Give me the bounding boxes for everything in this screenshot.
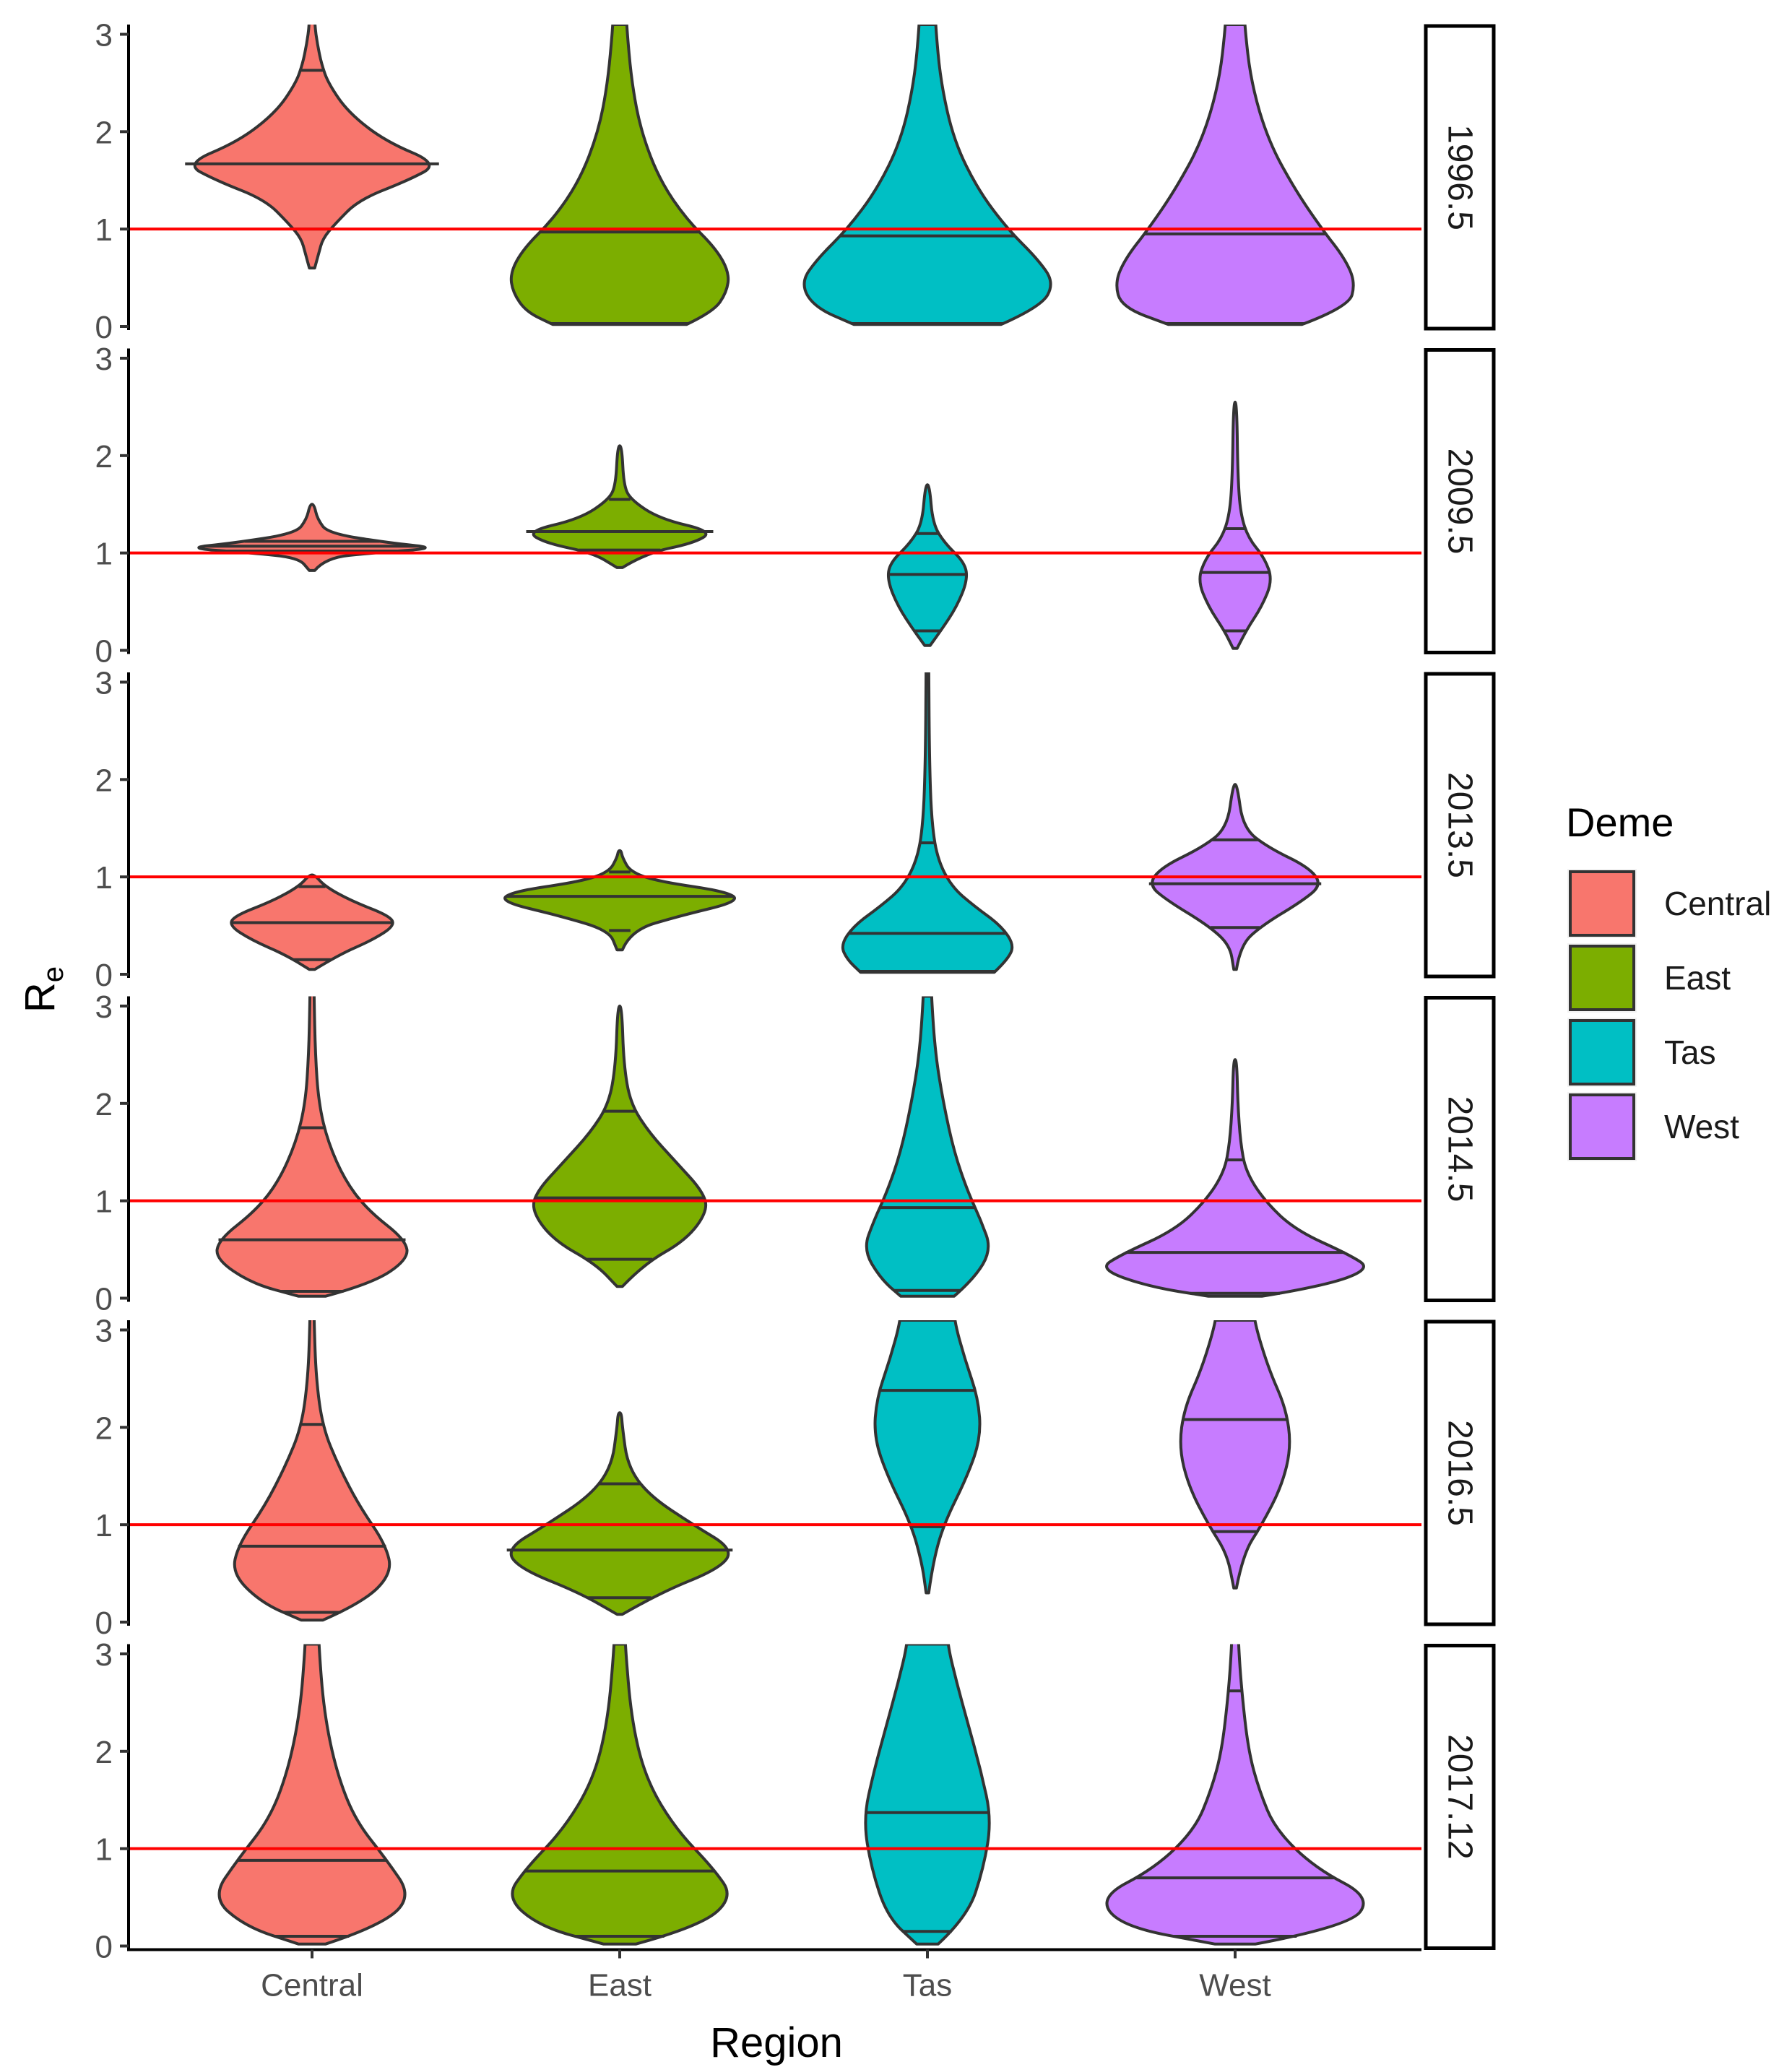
violin-west	[1105, 1644, 1365, 1946]
y-tick-label: 1	[95, 1832, 113, 1868]
facet-strip-label: 2014.5	[1441, 1096, 1479, 1202]
legend-key-tas	[1569, 1019, 1635, 1086]
violin-tas	[886, 483, 969, 647]
violin-west	[1179, 1320, 1291, 1590]
y-tick-label: 2	[95, 1735, 113, 1770]
violin-east	[511, 1644, 729, 1946]
y-tick-label: 3	[95, 1637, 113, 1673]
legend-title: Deme	[1566, 800, 1674, 845]
facet-strip	[1424, 348, 1496, 654]
y-axis-title-subscript: e	[38, 966, 69, 982]
legend-label-tas: Tas	[1664, 1034, 1716, 1071]
legend-key-central	[1569, 870, 1635, 937]
y-tick-label: 0	[95, 1606, 113, 1641]
y-tick-label: 0	[95, 634, 113, 670]
y-tick-label: 1	[95, 860, 113, 896]
violin-west	[1105, 1058, 1365, 1298]
legend-label-west: West	[1664, 1108, 1739, 1145]
facet-panel-2016.5: 0 1 2 3 2016.5	[95, 1313, 1496, 1641]
y-tick-label: 0	[95, 310, 113, 345]
facet-strip	[1424, 672, 1496, 979]
y-tick-label: 2	[95, 1410, 113, 1446]
y-tick-label: 2	[95, 115, 113, 150]
x-tick-label-tas: Tas	[903, 1968, 952, 2003]
legend-label-central: Central	[1664, 885, 1771, 922]
y-tick-label: 0	[95, 1930, 113, 1965]
y-tick-label: 3	[95, 989, 113, 1025]
facet-panel-2013.5: 0 1 2 3 2013.5	[95, 665, 1496, 993]
violin-west	[1115, 25, 1355, 326]
legend-key-east	[1569, 945, 1635, 1011]
facet-strip	[1424, 1644, 1496, 1950]
x-tick-label-west: West	[1199, 1968, 1271, 2003]
y-tick-label: 0	[95, 1282, 113, 1317]
y-tick-label: 3	[95, 342, 113, 377]
x-axis: Central East Tas West	[127, 1948, 1421, 2003]
violin-central	[193, 25, 431, 270]
violin-west	[1198, 400, 1272, 650]
violin-tas	[802, 25, 1052, 326]
violins	[217, 1644, 1365, 1946]
violin-east	[532, 1005, 708, 1288]
facet-strip-label: 2016.5	[1441, 1420, 1479, 1526]
y-tick-label: 3	[95, 665, 113, 701]
facet-strip	[1424, 1320, 1496, 1626]
violin-central	[197, 503, 427, 572]
violin-central	[215, 996, 409, 1298]
facet-panel-1996.5: 0 1 2 3 1996.5	[95, 17, 1496, 345]
legend-key-west	[1569, 1093, 1635, 1160]
facet-panel-2014.5: 0 1 2 3 2014.5	[95, 989, 1496, 1317]
facet-strip-label: 2013.5	[1441, 772, 1479, 878]
violins	[215, 996, 1365, 1298]
violins	[233, 1320, 1291, 1622]
violin-east	[503, 849, 736, 952]
x-tick-label-central: Central	[261, 1968, 363, 2003]
y-tick-label: 1	[95, 537, 113, 572]
violins	[185, 25, 1355, 326]
violin-central	[233, 1320, 391, 1622]
violin-tas	[841, 672, 1014, 974]
facet-strip-label: 2017.12	[1441, 1734, 1479, 1860]
facet-panel-2017.12: 0 1 2 3 2017.12	[95, 1637, 1496, 1965]
x-tick-label-east: East	[588, 1968, 652, 2003]
violin-central	[217, 1644, 407, 1946]
violin-east	[509, 25, 730, 326]
facet-panel-2009.5: 0 1 2 3 2009.5	[95, 342, 1496, 670]
violin-tas	[873, 1320, 982, 1595]
y-tick-label: 1	[95, 1184, 113, 1220]
y-tick-label: 2	[95, 439, 113, 474]
violin-tas	[864, 1644, 991, 1946]
y-tick-label: 3	[95, 17, 113, 53]
legend-label-east: East	[1664, 959, 1731, 997]
y-axis-title-main: R	[17, 982, 64, 1013]
facet-strip	[1424, 996, 1496, 1302]
y-axis-title: Re	[17, 966, 69, 1013]
violin-tas	[865, 996, 990, 1298]
y-tick-label: 1	[95, 1508, 113, 1543]
facet-strip	[1424, 24, 1496, 331]
y-tick-label: 2	[95, 763, 113, 798]
y-tick-label: 3	[95, 1313, 113, 1348]
violins	[230, 672, 1322, 974]
y-tick-label: 0	[95, 958, 113, 993]
y-tick-label: 2	[95, 1087, 113, 1122]
facet-strip-label: 1996.5	[1441, 124, 1479, 230]
violin-east	[509, 1411, 730, 1616]
legend: Deme Central East Tas West	[1566, 800, 1771, 1161]
violin-east	[532, 444, 708, 569]
x-axis-title: Region	[710, 2019, 843, 2066]
facet-panels: 0 1 2 3 1996.5 0 1 2 3 2009.5 0 1 2 3 2013.5 0 1 2 3 2014.5…	[95, 17, 1496, 1965]
y-tick-label: 1	[95, 212, 113, 248]
violins	[197, 400, 1272, 650]
facet-strip-label: 2009.5	[1441, 448, 1479, 555]
